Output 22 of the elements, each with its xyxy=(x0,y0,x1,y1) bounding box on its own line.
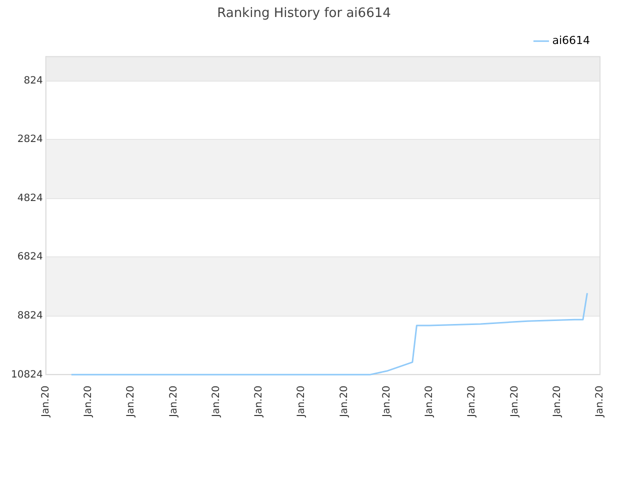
y-tick-label: 6824 xyxy=(17,252,43,263)
chart-title: Ranking History for ai6614 xyxy=(217,6,391,22)
x-tick-label: Jan.20 xyxy=(552,386,563,418)
y-tick-label: 824 xyxy=(24,75,43,86)
y-tick-label: 4824 xyxy=(17,192,43,204)
x-tick-label: Jan.20 xyxy=(466,386,478,418)
y-tick-label: 2824 xyxy=(17,134,43,146)
x-tick-label: Jan.20 xyxy=(40,386,52,418)
x-tick-label: Jan.20 xyxy=(168,386,180,418)
x-tick-label: Jan.20 xyxy=(509,386,520,418)
x-tick-label: Jan.20 xyxy=(381,386,392,418)
x-tick-label: Jan.20 xyxy=(126,386,137,418)
x-tick-label: Jan.20 xyxy=(254,386,265,418)
x-tick-label: Jan.20 xyxy=(83,386,94,418)
y-tick-label: 8824 xyxy=(17,310,43,322)
x-tick-label: Jan.20 xyxy=(594,386,606,418)
x-tick-label: Jan.20 xyxy=(296,386,308,418)
x-tick-label: Jan.20 xyxy=(338,386,350,418)
legend-label: ai6614 xyxy=(552,34,590,47)
x-tick-label: Jan.20 xyxy=(424,386,436,418)
x-tick-label: Jan.20 xyxy=(210,386,222,418)
y-tick-label: 10824 xyxy=(11,369,43,380)
